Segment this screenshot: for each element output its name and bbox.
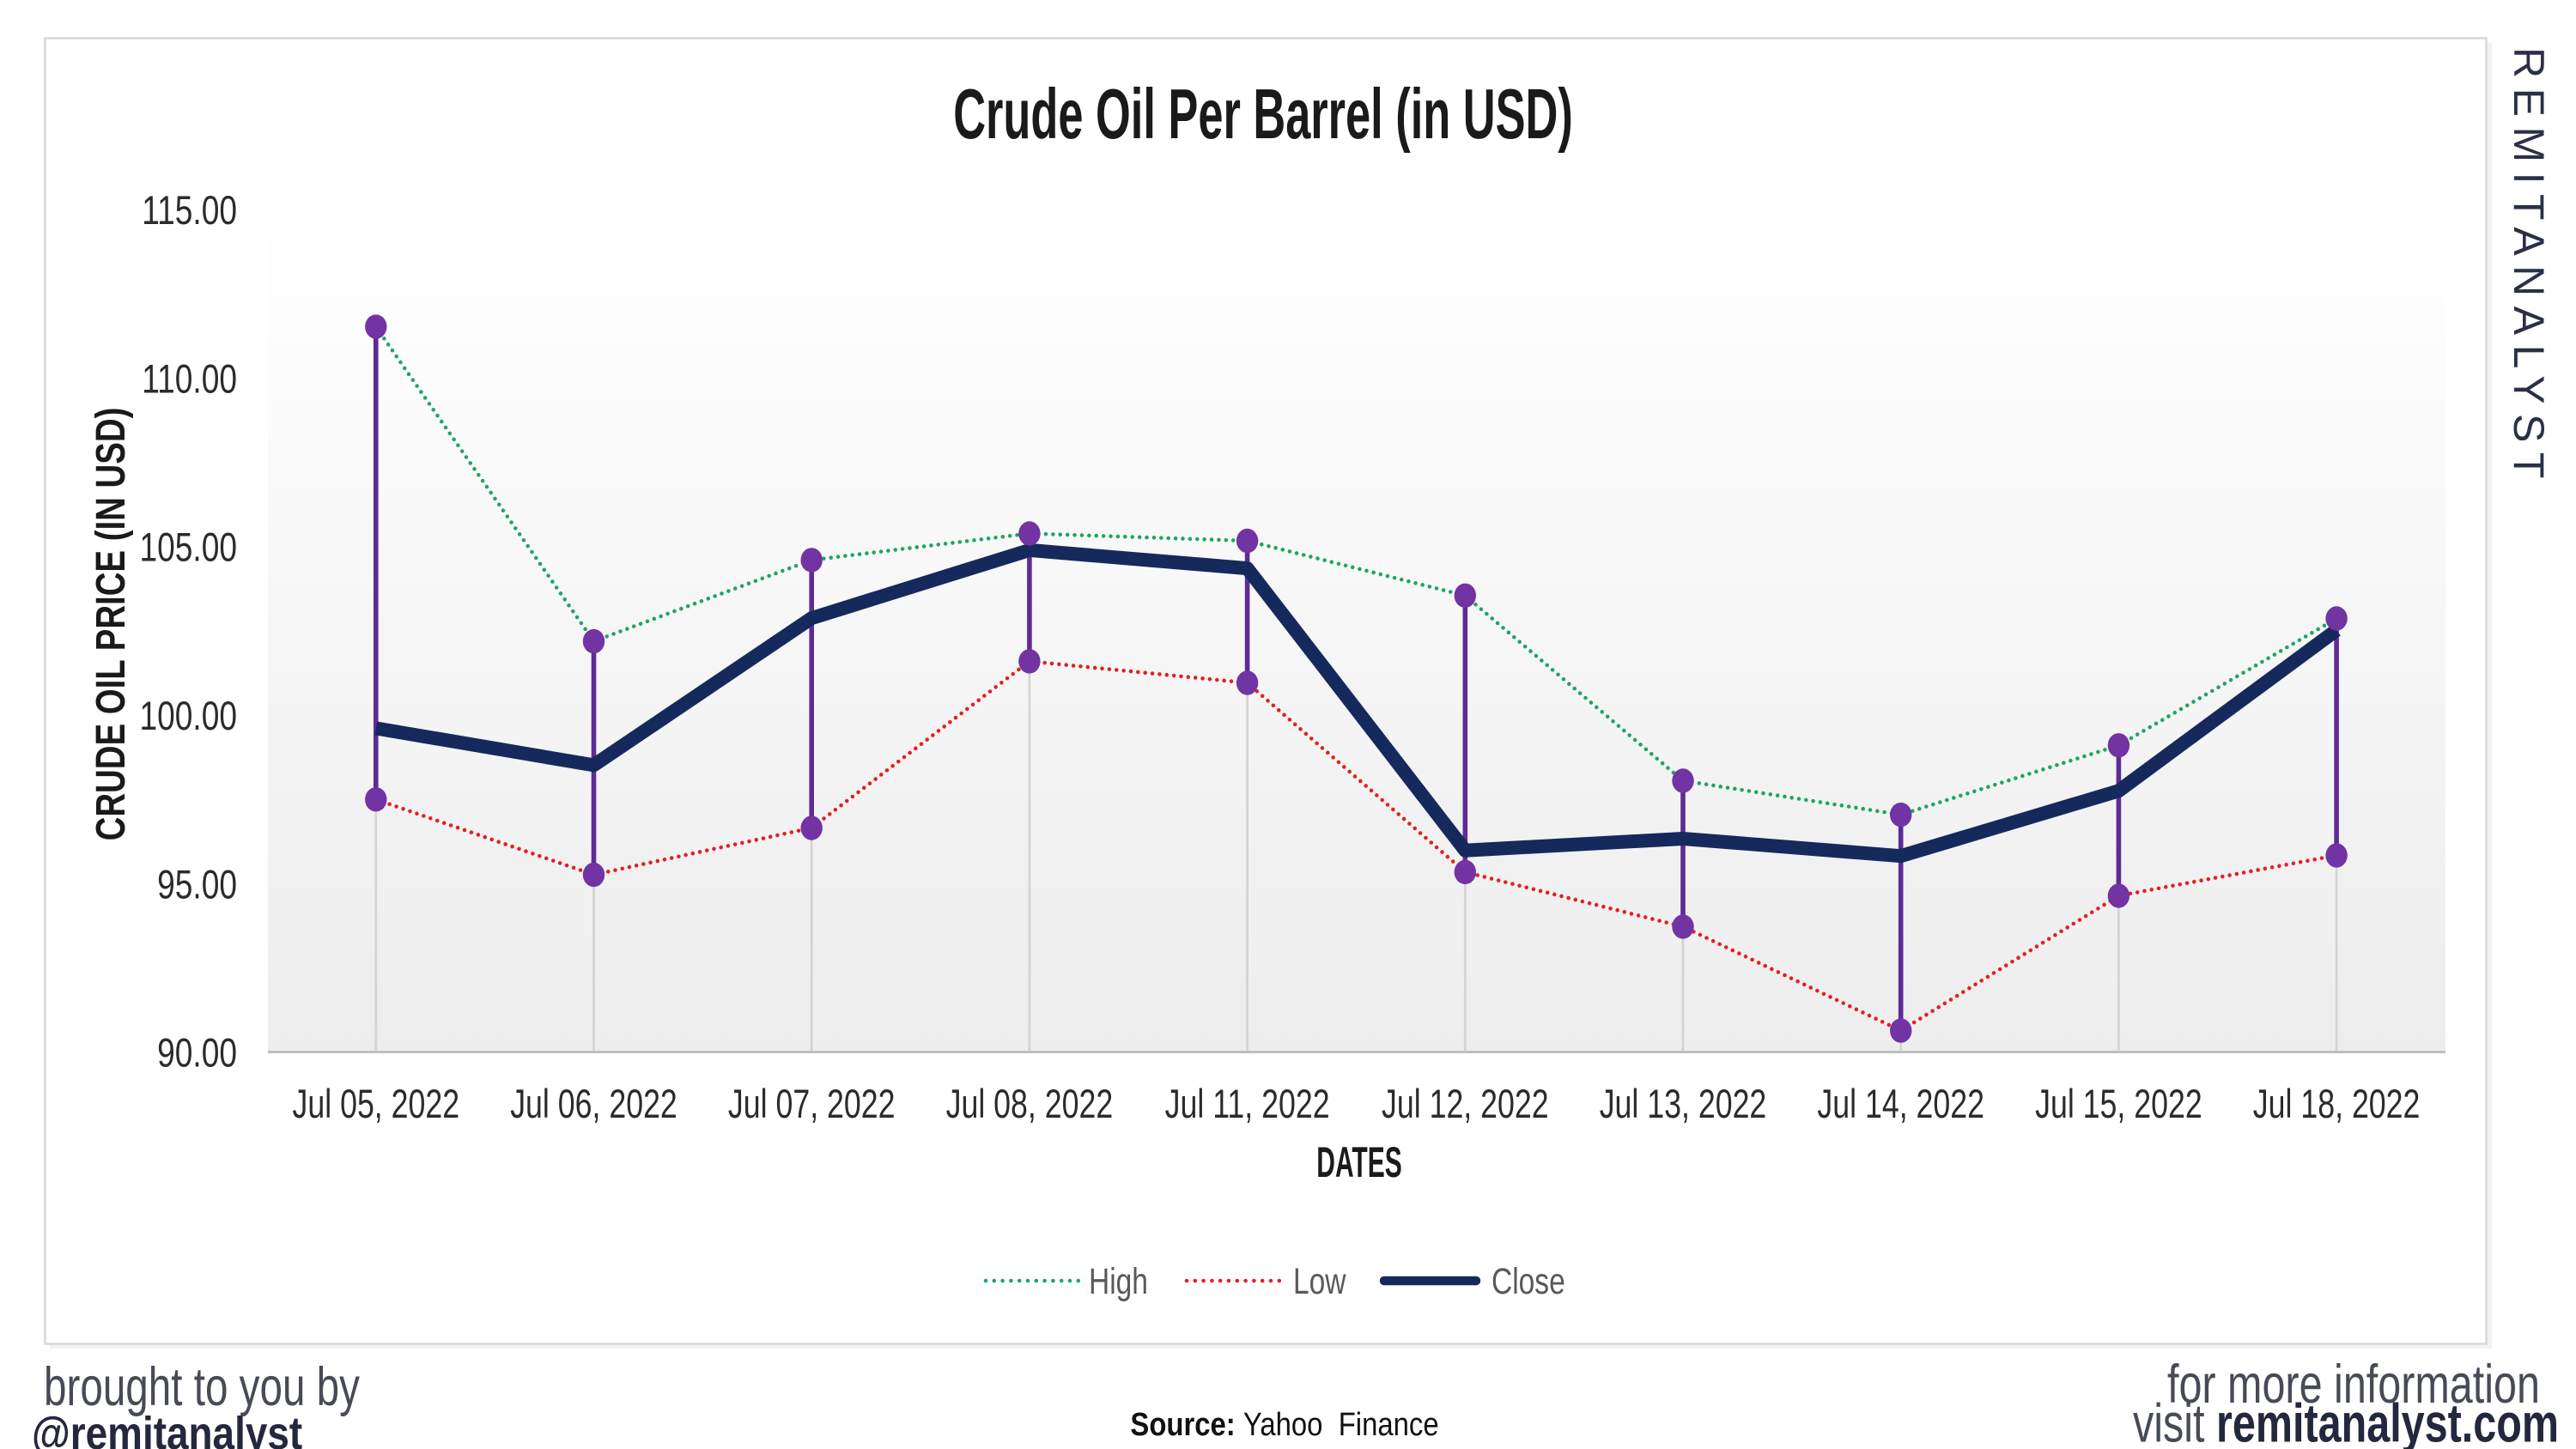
svg-text:Jul 14, 2022: Jul 14, 2022 — [1817, 1081, 1984, 1126]
svg-text:Jul 05, 2022: Jul 05, 2022 — [293, 1081, 460, 1126]
svg-text:@remitanalyst: @remitanalyst — [32, 1408, 302, 1449]
svg-text:Jul 07, 2022: Jul 07, 2022 — [728, 1081, 896, 1126]
svg-text:Jul 06, 2022: Jul 06, 2022 — [510, 1081, 677, 1126]
svg-text:for more information: for more information — [2167, 1354, 2540, 1415]
svg-text:Source: Yahoo Finance: Source: Yahoo Finance — [1130, 1406, 1438, 1443]
svg-text:Jul 13, 2022: Jul 13, 2022 — [1600, 1081, 1767, 1126]
svg-text:Close: Close — [1492, 1261, 1565, 1302]
svg-text:110.00: 110.00 — [142, 356, 237, 401]
svg-text:Crude Oil Per Barrel (in USD): Crude Oil Per Barrel (in USD) — [953, 74, 1573, 154]
svg-text:visit remitanalyst.com: visit remitanalyst.com — [2133, 1392, 2559, 1449]
svg-text:REMITANALYST: REMITANALYST — [2505, 47, 2553, 488]
svg-text:Jul 12, 2022: Jul 12, 2022 — [1382, 1081, 1549, 1126]
svg-text:115.00: 115.00 — [142, 188, 237, 233]
svg-text:100.00: 100.00 — [139, 694, 237, 738]
svg-text:brought to you by: brought to you by — [44, 1355, 360, 1416]
svg-text:Jul 08, 2022: Jul 08, 2022 — [946, 1081, 1114, 1126]
svg-text:DATES: DATES — [1316, 1138, 1401, 1186]
svg-text:105.00: 105.00 — [139, 525, 237, 570]
svg-text:Jul 11, 2022: Jul 11, 2022 — [1165, 1081, 1330, 1126]
svg-text:95.00: 95.00 — [157, 862, 237, 906]
svg-text:CRUDE OIL PRICE (IN USD): CRUDE OIL PRICE (IN USD) — [88, 408, 134, 841]
svg-text:90.00: 90.00 — [157, 1030, 237, 1075]
svg-text:Jul 18, 2022: Jul 18, 2022 — [2253, 1081, 2421, 1126]
svg-text:Jul 15, 2022: Jul 15, 2022 — [2035, 1081, 2202, 1126]
svg-text:High: High — [1089, 1261, 1148, 1302]
svg-text:Low: Low — [1293, 1261, 1346, 1302]
